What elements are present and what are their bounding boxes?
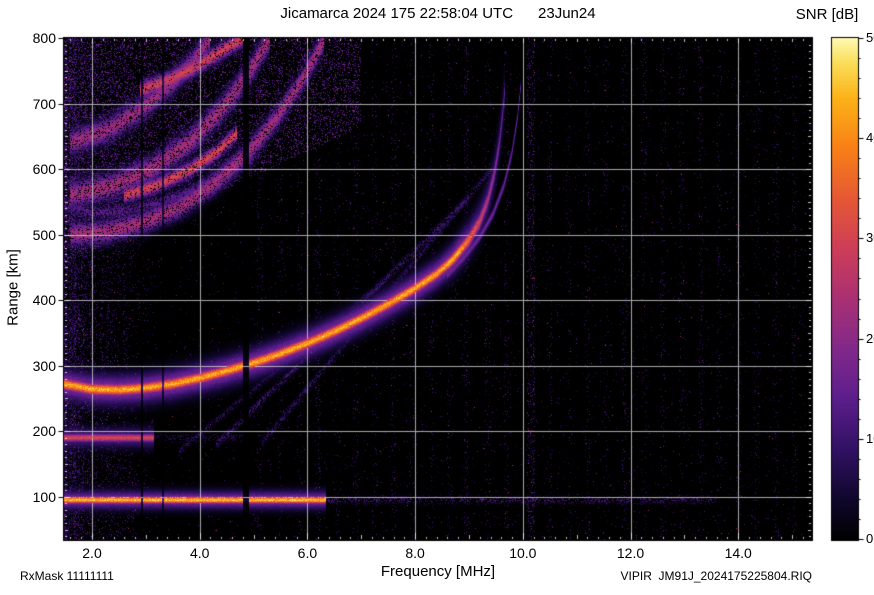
x-axis-label: Frequency [MHz] — [380, 563, 496, 580]
y-tick-label: 800 — [32, 30, 56, 46]
x-tick-label: 14.0 — [724, 545, 752, 561]
colorbar-tick-label: 20 — [866, 330, 874, 346]
colorbar-tick-label: 30 — [866, 230, 874, 246]
colorbar-tick-label: 10 — [866, 430, 874, 446]
y-axis-label: Range [km] — [4, 249, 22, 326]
x-tick-label: 10.0 — [509, 545, 537, 561]
colorbar-tick-label: 0 — [866, 531, 874, 546]
y-tick-label: 200 — [32, 423, 56, 440]
data-filename-text: VIPIR JM91J_2024175225804.RIQ — [620, 569, 812, 583]
colorbar-tick-label: 40 — [866, 130, 874, 146]
x-tick-label: 6.0 — [297, 545, 318, 561]
y-tick-label: 400 — [32, 292, 56, 309]
y-tick-label: 100 — [32, 488, 56, 505]
x-tick-label: 2.0 — [82, 545, 102, 561]
y-tick-label: 300 — [32, 357, 56, 374]
y-tick-label: 700 — [32, 95, 56, 112]
y-tick-label: 600 — [32, 161, 56, 178]
x-tick-label: 8.0 — [405, 545, 425, 561]
colorbar-tick-label: 50 — [866, 30, 874, 45]
colorbar-label: SNR [dB] — [795, 6, 859, 23]
x-tick-label: 4.0 — [189, 545, 210, 561]
y-tick-label: 500 — [32, 226, 56, 243]
x-tick-label: 12.0 — [616, 545, 645, 561]
plot-title: Jicamarca 2024 175 22:58:04 UTC 23Jun24 — [280, 5, 596, 22]
rx-mask-text: RxMask 11111111 — [20, 569, 114, 583]
